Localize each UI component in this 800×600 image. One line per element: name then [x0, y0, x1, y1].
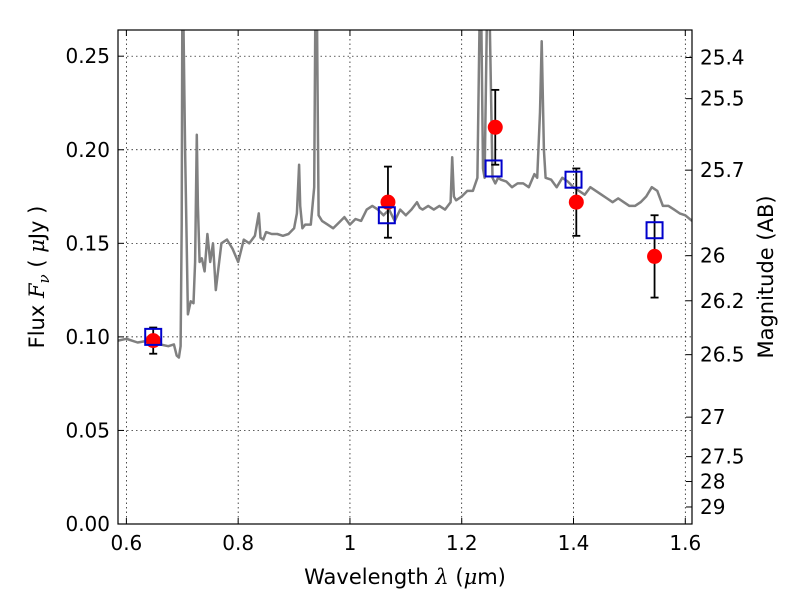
model-photometry-point	[377, 206, 396, 225]
x-tick-label: 1.2	[446, 531, 478, 555]
model-photometry-point	[645, 221, 664, 240]
observed-point	[380, 194, 396, 210]
x-tick-label: 0.8	[222, 531, 254, 555]
y-tick-label: 0.00	[65, 512, 110, 536]
model-photometry-point	[144, 327, 163, 346]
x-tick-label: 1.6	[669, 531, 701, 555]
plot-frame	[117, 29, 693, 525]
x-tick-label: 1.4	[558, 531, 590, 555]
model-photometry-point	[564, 170, 583, 189]
y-tick-label: 0.05	[65, 418, 110, 442]
x-tick-label: 0.6	[110, 531, 142, 555]
magnitude-tick-label: 25.7	[700, 158, 745, 182]
points-layer	[144, 88, 664, 355]
y2-axis-label: Magnitude (AB)	[754, 195, 778, 358]
x-tick-label: 1	[344, 531, 357, 555]
plot-area	[118, 30, 692, 524]
y-tick-label: 0.15	[65, 231, 110, 255]
y-tick-label: 0.25	[65, 44, 110, 68]
magnitude-tick-label: 26.2	[700, 289, 745, 313]
magnitude-tick-label: 27	[700, 405, 725, 429]
model-sed-layer	[118, 30, 692, 359]
magnitude-tick-label: 29	[700, 495, 725, 519]
y-tick-label: 0.20	[65, 138, 110, 162]
magnitude-tick-label: 26	[700, 244, 725, 268]
model-sed-line	[118, 30, 692, 359]
magnitude-tick-label: 25.4	[700, 46, 745, 70]
observed-point	[568, 194, 584, 210]
x-axis-label: Wavelength λ (μm)	[304, 565, 506, 589]
magnitude-tick-label: 26.5	[700, 343, 745, 367]
observed-point	[487, 119, 503, 135]
model-photometry-point	[484, 159, 503, 178]
magnitude-tick-label: 28	[700, 470, 725, 494]
y-axis-label: Flux Fν ( μJy )	[25, 206, 53, 349]
y-tick-label: 0.10	[65, 325, 110, 349]
magnitude-tick-label: 25.5	[700, 87, 745, 111]
axis-ticks: 0.6 0.8 1 1.2 1.4 1.6 0.00 0.05 0.10 0.15 0.20 0.25…	[65, 30, 745, 555]
magnitude-tick-label: 27.5	[700, 445, 745, 469]
observed-point	[647, 248, 663, 264]
